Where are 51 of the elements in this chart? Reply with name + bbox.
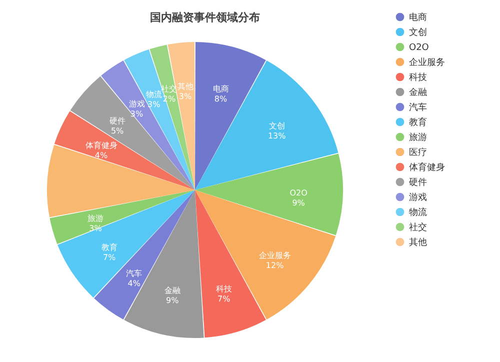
slice-label: 汽车 bbox=[126, 268, 142, 278]
slice-label: 文创 bbox=[268, 122, 285, 131]
pie-slice bbox=[195, 42, 266, 190]
slice-label: 游戏 bbox=[128, 99, 145, 108]
legend-label: 企业服务 bbox=[409, 57, 445, 68]
pie-slice bbox=[124, 49, 195, 190]
data-label: 7% bbox=[218, 294, 231, 304]
slice-label: 体育健身 bbox=[85, 140, 118, 150]
slice-label: 旅游 bbox=[88, 214, 104, 223]
legend-label: 教育 bbox=[409, 117, 427, 128]
legend-label: 医疗 bbox=[409, 147, 427, 158]
slice-label: 其他 bbox=[177, 82, 194, 91]
data-label: 12% bbox=[266, 261, 284, 270]
data-label: 9% bbox=[292, 198, 306, 208]
legend-label: 科技 bbox=[409, 72, 427, 83]
data-label: 13% bbox=[268, 132, 286, 141]
data-label: 3% bbox=[130, 109, 144, 118]
legend-label: 文创 bbox=[409, 27, 427, 38]
slice-label: O2O bbox=[290, 188, 308, 198]
slice-label: 金融 bbox=[164, 286, 180, 296]
legend-label: 其他 bbox=[409, 237, 427, 248]
pie-slice bbox=[195, 60, 338, 190]
data-label: 3% bbox=[148, 100, 161, 109]
slice-label: 教育 bbox=[101, 243, 118, 252]
chart-title: 国内融资事件领域分布 bbox=[150, 11, 260, 24]
legend-label: 金融 bbox=[409, 87, 427, 98]
slice-label: 硬件 bbox=[109, 116, 126, 126]
pie-slice bbox=[195, 190, 336, 320]
legend-label: 汽车 bbox=[409, 102, 427, 113]
data-label: 4% bbox=[128, 278, 141, 288]
legend-label: O2O bbox=[409, 43, 429, 53]
legend-label: 旅游 bbox=[409, 132, 427, 143]
data-label: 9% bbox=[166, 296, 180, 306]
slice-label: 物流 bbox=[146, 90, 162, 99]
data-label: 7% bbox=[102, 253, 116, 262]
legend-label: 硬件 bbox=[409, 177, 427, 188]
slice-label: 科技 bbox=[216, 284, 232, 294]
pie-slice bbox=[195, 190, 266, 338]
slice-label: 企业服务 bbox=[258, 251, 291, 260]
data-label: 5% bbox=[110, 126, 124, 136]
data-label: 3% bbox=[178, 92, 192, 101]
data-label: 4% bbox=[94, 150, 108, 160]
pie-slice bbox=[54, 111, 195, 190]
slice-label: 电商 bbox=[212, 84, 229, 94]
pie-slice bbox=[58, 190, 195, 298]
legend-label: 体育健身 bbox=[409, 162, 445, 173]
legend-label: 游戏 bbox=[409, 192, 427, 203]
legend-label: 社交 bbox=[409, 222, 427, 233]
legend-label: 电商 bbox=[409, 12, 427, 23]
legend-label: 物流 bbox=[409, 207, 427, 218]
data-label: 8% bbox=[214, 94, 228, 104]
